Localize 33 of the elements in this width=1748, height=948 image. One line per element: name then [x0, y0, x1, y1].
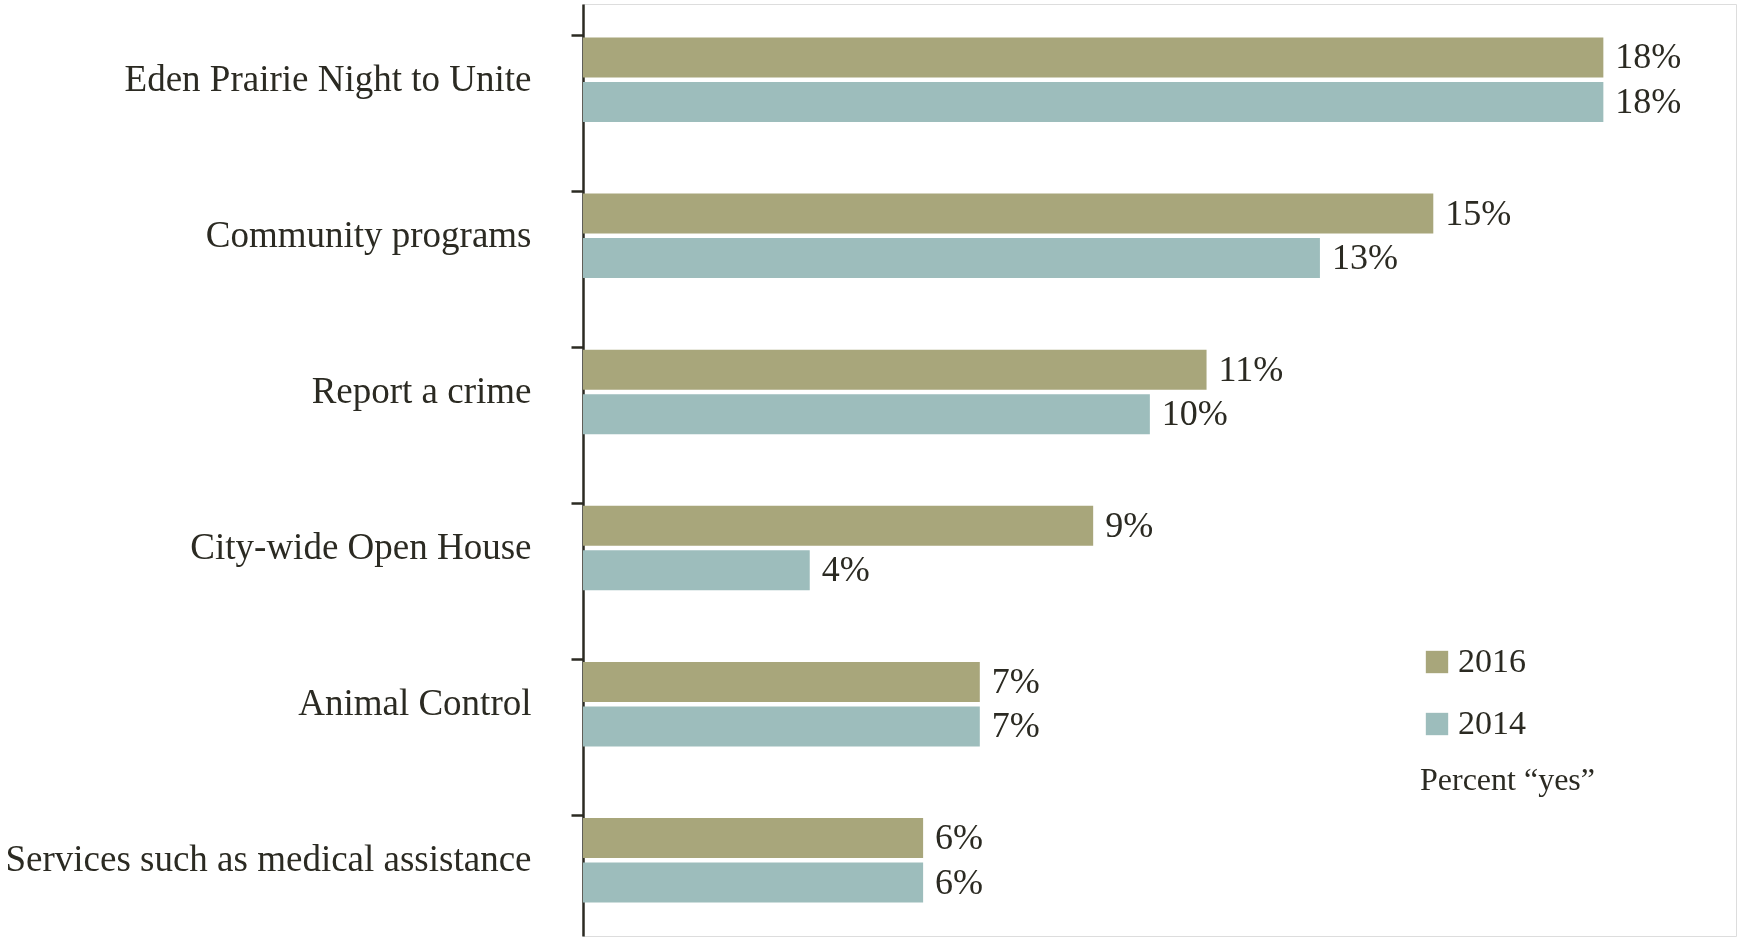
data-label: 13%: [1331, 237, 1398, 278]
y-tick-label: Animal Control: [298, 682, 532, 724]
bar: [583, 37, 1604, 78]
data-label: 18%: [1615, 80, 1682, 121]
bar: [583, 862, 924, 903]
data-label: 7%: [991, 705, 1040, 746]
y-tick-label: City-wide Open House: [190, 526, 532, 568]
legend-title: Percent “yes”: [1420, 761, 1596, 797]
bar: [583, 193, 1434, 234]
data-label: 15%: [1445, 192, 1512, 233]
data-label: 6%: [935, 861, 984, 902]
data-label: 18%: [1615, 36, 1682, 77]
bar: [583, 706, 980, 747]
y-tick-label: Eden Prairie Night to Unite: [124, 57, 532, 99]
bar: [583, 550, 810, 591]
data-label: 9%: [1105, 504, 1154, 545]
bar: [583, 505, 1094, 546]
y-tick-label: Report a crime: [311, 369, 532, 411]
data-label: 6%: [935, 817, 984, 858]
bar: [583, 661, 980, 702]
bar: [583, 818, 924, 859]
data-label: 4%: [821, 549, 870, 590]
legend-label: 2016: [1458, 642, 1526, 679]
bar: [583, 349, 1207, 390]
data-label: 7%: [991, 660, 1040, 701]
bar: [583, 238, 1320, 279]
legend-label: 2014: [1458, 704, 1526, 741]
y-tick-label: Services such as medical assistance: [5, 838, 532, 880]
bar: [583, 394, 1150, 435]
data-label: 10%: [1161, 393, 1228, 434]
bar: [583, 81, 1604, 122]
data-label: 11%: [1218, 348, 1284, 389]
y-tick-label: Community programs: [205, 213, 532, 255]
